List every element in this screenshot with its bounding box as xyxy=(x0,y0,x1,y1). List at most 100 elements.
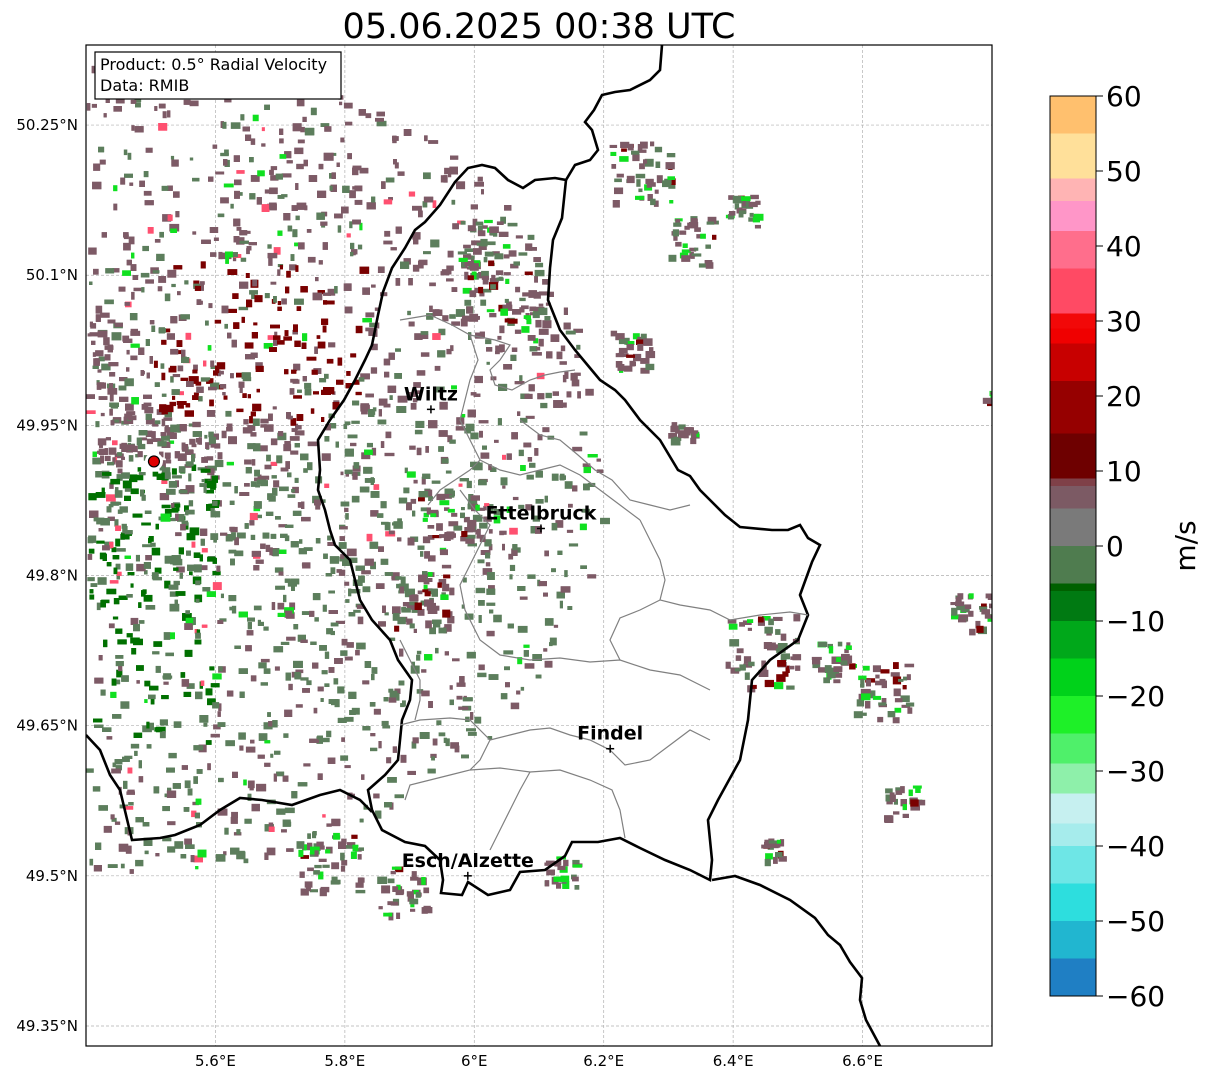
echo-cell xyxy=(223,395,228,400)
colorbar-tick-label: 20 xyxy=(1106,380,1142,413)
echo-cell xyxy=(107,319,116,324)
echo-cell xyxy=(380,558,389,565)
echo-cell xyxy=(969,628,976,636)
echo-cell xyxy=(213,724,221,730)
echo-cell xyxy=(429,627,436,635)
echo-cell xyxy=(377,513,384,518)
echo-cell xyxy=(486,241,496,246)
echo-cell xyxy=(856,699,865,707)
echo-cell xyxy=(113,185,118,192)
echo-cell xyxy=(475,221,484,226)
echo-cell xyxy=(486,588,496,595)
echo-cell xyxy=(905,702,915,707)
echo-cell xyxy=(272,548,279,557)
echo-cell xyxy=(189,571,193,576)
echo-cell xyxy=(207,345,212,351)
echo-cell xyxy=(352,400,360,406)
echo-cell xyxy=(429,588,438,595)
echo-cell xyxy=(152,651,160,655)
echo-cell xyxy=(100,455,104,464)
echo-cell xyxy=(484,503,490,507)
echo-cell xyxy=(322,242,328,250)
echo-cell xyxy=(371,667,378,674)
echo-cell xyxy=(533,257,541,262)
echo-cell xyxy=(331,818,341,826)
echo-cell xyxy=(360,404,370,412)
echo-cell xyxy=(504,666,510,671)
echo-cell xyxy=(314,850,319,857)
echo-cell xyxy=(505,278,510,284)
echo-cell xyxy=(163,632,171,640)
echo-cell xyxy=(246,246,252,251)
echo-cell xyxy=(894,698,903,703)
echo-cell xyxy=(304,205,308,211)
echo-cell xyxy=(439,549,448,556)
echo-cell xyxy=(256,783,267,792)
echo-cell xyxy=(823,677,830,684)
echo-cell xyxy=(355,391,362,396)
echo-cell xyxy=(441,564,452,569)
echo-cell xyxy=(442,609,451,618)
echo-cell xyxy=(295,183,299,190)
echo-cell xyxy=(402,700,406,707)
echo-cell xyxy=(118,665,123,672)
echo-cell xyxy=(352,844,359,852)
echo-cell xyxy=(445,738,450,747)
echo-cell xyxy=(330,567,336,574)
echo-cell xyxy=(872,695,882,700)
echo-cell xyxy=(546,869,555,876)
echo-cell xyxy=(490,467,497,472)
echo-cell xyxy=(370,747,378,752)
echo-cell xyxy=(352,472,358,480)
echo-cell xyxy=(173,265,183,270)
echo-cell xyxy=(165,425,169,432)
echo-cell xyxy=(245,354,255,360)
echo-cell xyxy=(486,630,495,637)
echo-cell xyxy=(272,406,277,410)
echo-cell xyxy=(96,540,105,544)
echo-cell xyxy=(326,730,332,738)
echo-cell xyxy=(200,283,204,291)
colorbar-tick-label: 50 xyxy=(1106,155,1142,188)
echo-cell xyxy=(359,818,364,823)
echo-cell xyxy=(518,504,525,509)
echo-cell xyxy=(968,593,974,599)
echo-cell xyxy=(391,866,402,870)
echo-cell xyxy=(475,332,484,339)
echo-cell xyxy=(463,244,471,249)
echo-cell xyxy=(469,313,479,322)
echo-cell xyxy=(94,724,104,728)
echo-cell xyxy=(344,448,354,457)
echo-cell xyxy=(257,619,261,626)
echo-cell xyxy=(162,837,172,842)
echo-cell xyxy=(244,483,250,487)
echo-cell xyxy=(124,555,131,559)
echo-cell xyxy=(165,652,174,657)
echo-cell xyxy=(278,431,284,437)
echo-cell xyxy=(89,321,93,327)
echo-cell xyxy=(108,362,119,367)
colorbar-band xyxy=(1050,328,1096,344)
echo-cell xyxy=(439,534,447,538)
echo-cell xyxy=(631,361,636,367)
echo-cell xyxy=(318,871,324,880)
echo-cell xyxy=(471,240,481,246)
echo-cell xyxy=(285,286,290,294)
echo-cell xyxy=(572,876,579,882)
echo-cell xyxy=(131,252,135,259)
echo-cell xyxy=(893,662,899,669)
echo-cell xyxy=(302,376,307,382)
echo-cell xyxy=(392,746,397,753)
echo-cell xyxy=(390,901,399,906)
echo-cell xyxy=(427,535,435,540)
echo-cell xyxy=(418,574,427,583)
echo-cell xyxy=(303,159,308,167)
echo-cell xyxy=(610,330,618,337)
echo-cell xyxy=(338,542,347,549)
echo-cell xyxy=(171,283,176,288)
echo-cell xyxy=(382,725,391,729)
echo-cell xyxy=(421,690,430,697)
echo-cell xyxy=(250,481,257,487)
echo-cell xyxy=(330,622,339,627)
echo-cell xyxy=(299,871,305,878)
